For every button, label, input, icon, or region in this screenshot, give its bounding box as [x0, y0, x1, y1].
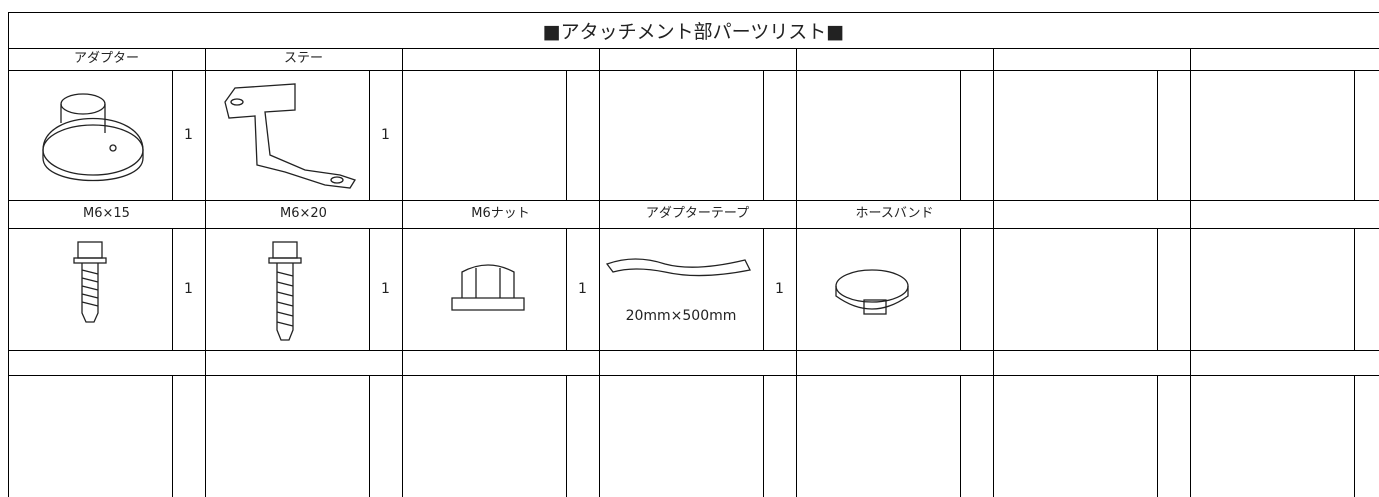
bolt-icon	[73, 241, 107, 323]
rule	[402, 48, 403, 200]
quantity: 1	[184, 281, 193, 297]
part-name: アダプター	[73, 51, 139, 66]
tape-icon	[605, 258, 751, 277]
rule	[8, 228, 1379, 229]
rule	[763, 228, 764, 350]
rule	[960, 228, 961, 350]
part-name: アダプターテープ	[645, 206, 750, 221]
rule	[993, 48, 994, 200]
rule	[993, 350, 994, 497]
rule	[369, 228, 370, 350]
rule	[172, 228, 173, 350]
rule	[566, 375, 567, 497]
rule	[599, 200, 600, 350]
rule	[993, 200, 994, 350]
rule	[599, 350, 600, 497]
part-name: M6×15	[83, 206, 130, 221]
rule	[8, 350, 1379, 351]
part-name: M6ナット	[471, 206, 530, 221]
quantity: 1	[775, 281, 784, 297]
part-name: ホースバンド	[855, 206, 934, 221]
rule	[1190, 350, 1191, 497]
rule	[8, 70, 1379, 71]
rule	[1354, 228, 1355, 350]
rule	[1190, 200, 1191, 350]
quantity: 1	[184, 127, 193, 143]
rule	[8, 48, 1379, 49]
adapter-icon	[42, 93, 144, 182]
rule	[8, 200, 1379, 201]
rule	[402, 350, 403, 497]
rule	[402, 200, 403, 350]
rule	[205, 350, 206, 497]
rule	[566, 70, 567, 200]
quantity: 1	[381, 127, 390, 143]
rule	[796, 350, 797, 497]
rule	[960, 375, 961, 497]
rule	[566, 228, 567, 350]
rule	[960, 70, 961, 200]
part-name: M6×20	[280, 206, 327, 221]
rule	[1157, 228, 1158, 350]
rule	[1157, 70, 1158, 200]
rule	[8, 375, 1379, 376]
rule	[1354, 375, 1355, 497]
rule	[172, 70, 173, 200]
rule	[599, 48, 600, 200]
nut-icon	[451, 264, 525, 311]
part-note: 20mm×500mm	[625, 308, 737, 324]
rule	[763, 70, 764, 200]
rule	[8, 12, 9, 497]
rule	[1354, 70, 1355, 200]
rule	[172, 375, 173, 497]
rule	[1157, 375, 1158, 497]
rule	[369, 375, 370, 497]
rule	[796, 48, 797, 200]
quantity: 1	[381, 281, 390, 297]
stay-icon	[224, 83, 356, 189]
title: ■アタッチメント部パーツリスト■	[542, 21, 845, 43]
rule	[763, 375, 764, 497]
rule	[796, 200, 797, 350]
rule	[205, 200, 206, 350]
rule	[369, 70, 370, 200]
quantity: 1	[578, 281, 587, 297]
rule	[8, 12, 1379, 13]
hose-band-icon	[835, 269, 909, 315]
bolt-icon	[268, 241, 302, 341]
rule	[205, 48, 206, 200]
rule	[1190, 48, 1191, 200]
part-name: ステー	[283, 51, 323, 66]
